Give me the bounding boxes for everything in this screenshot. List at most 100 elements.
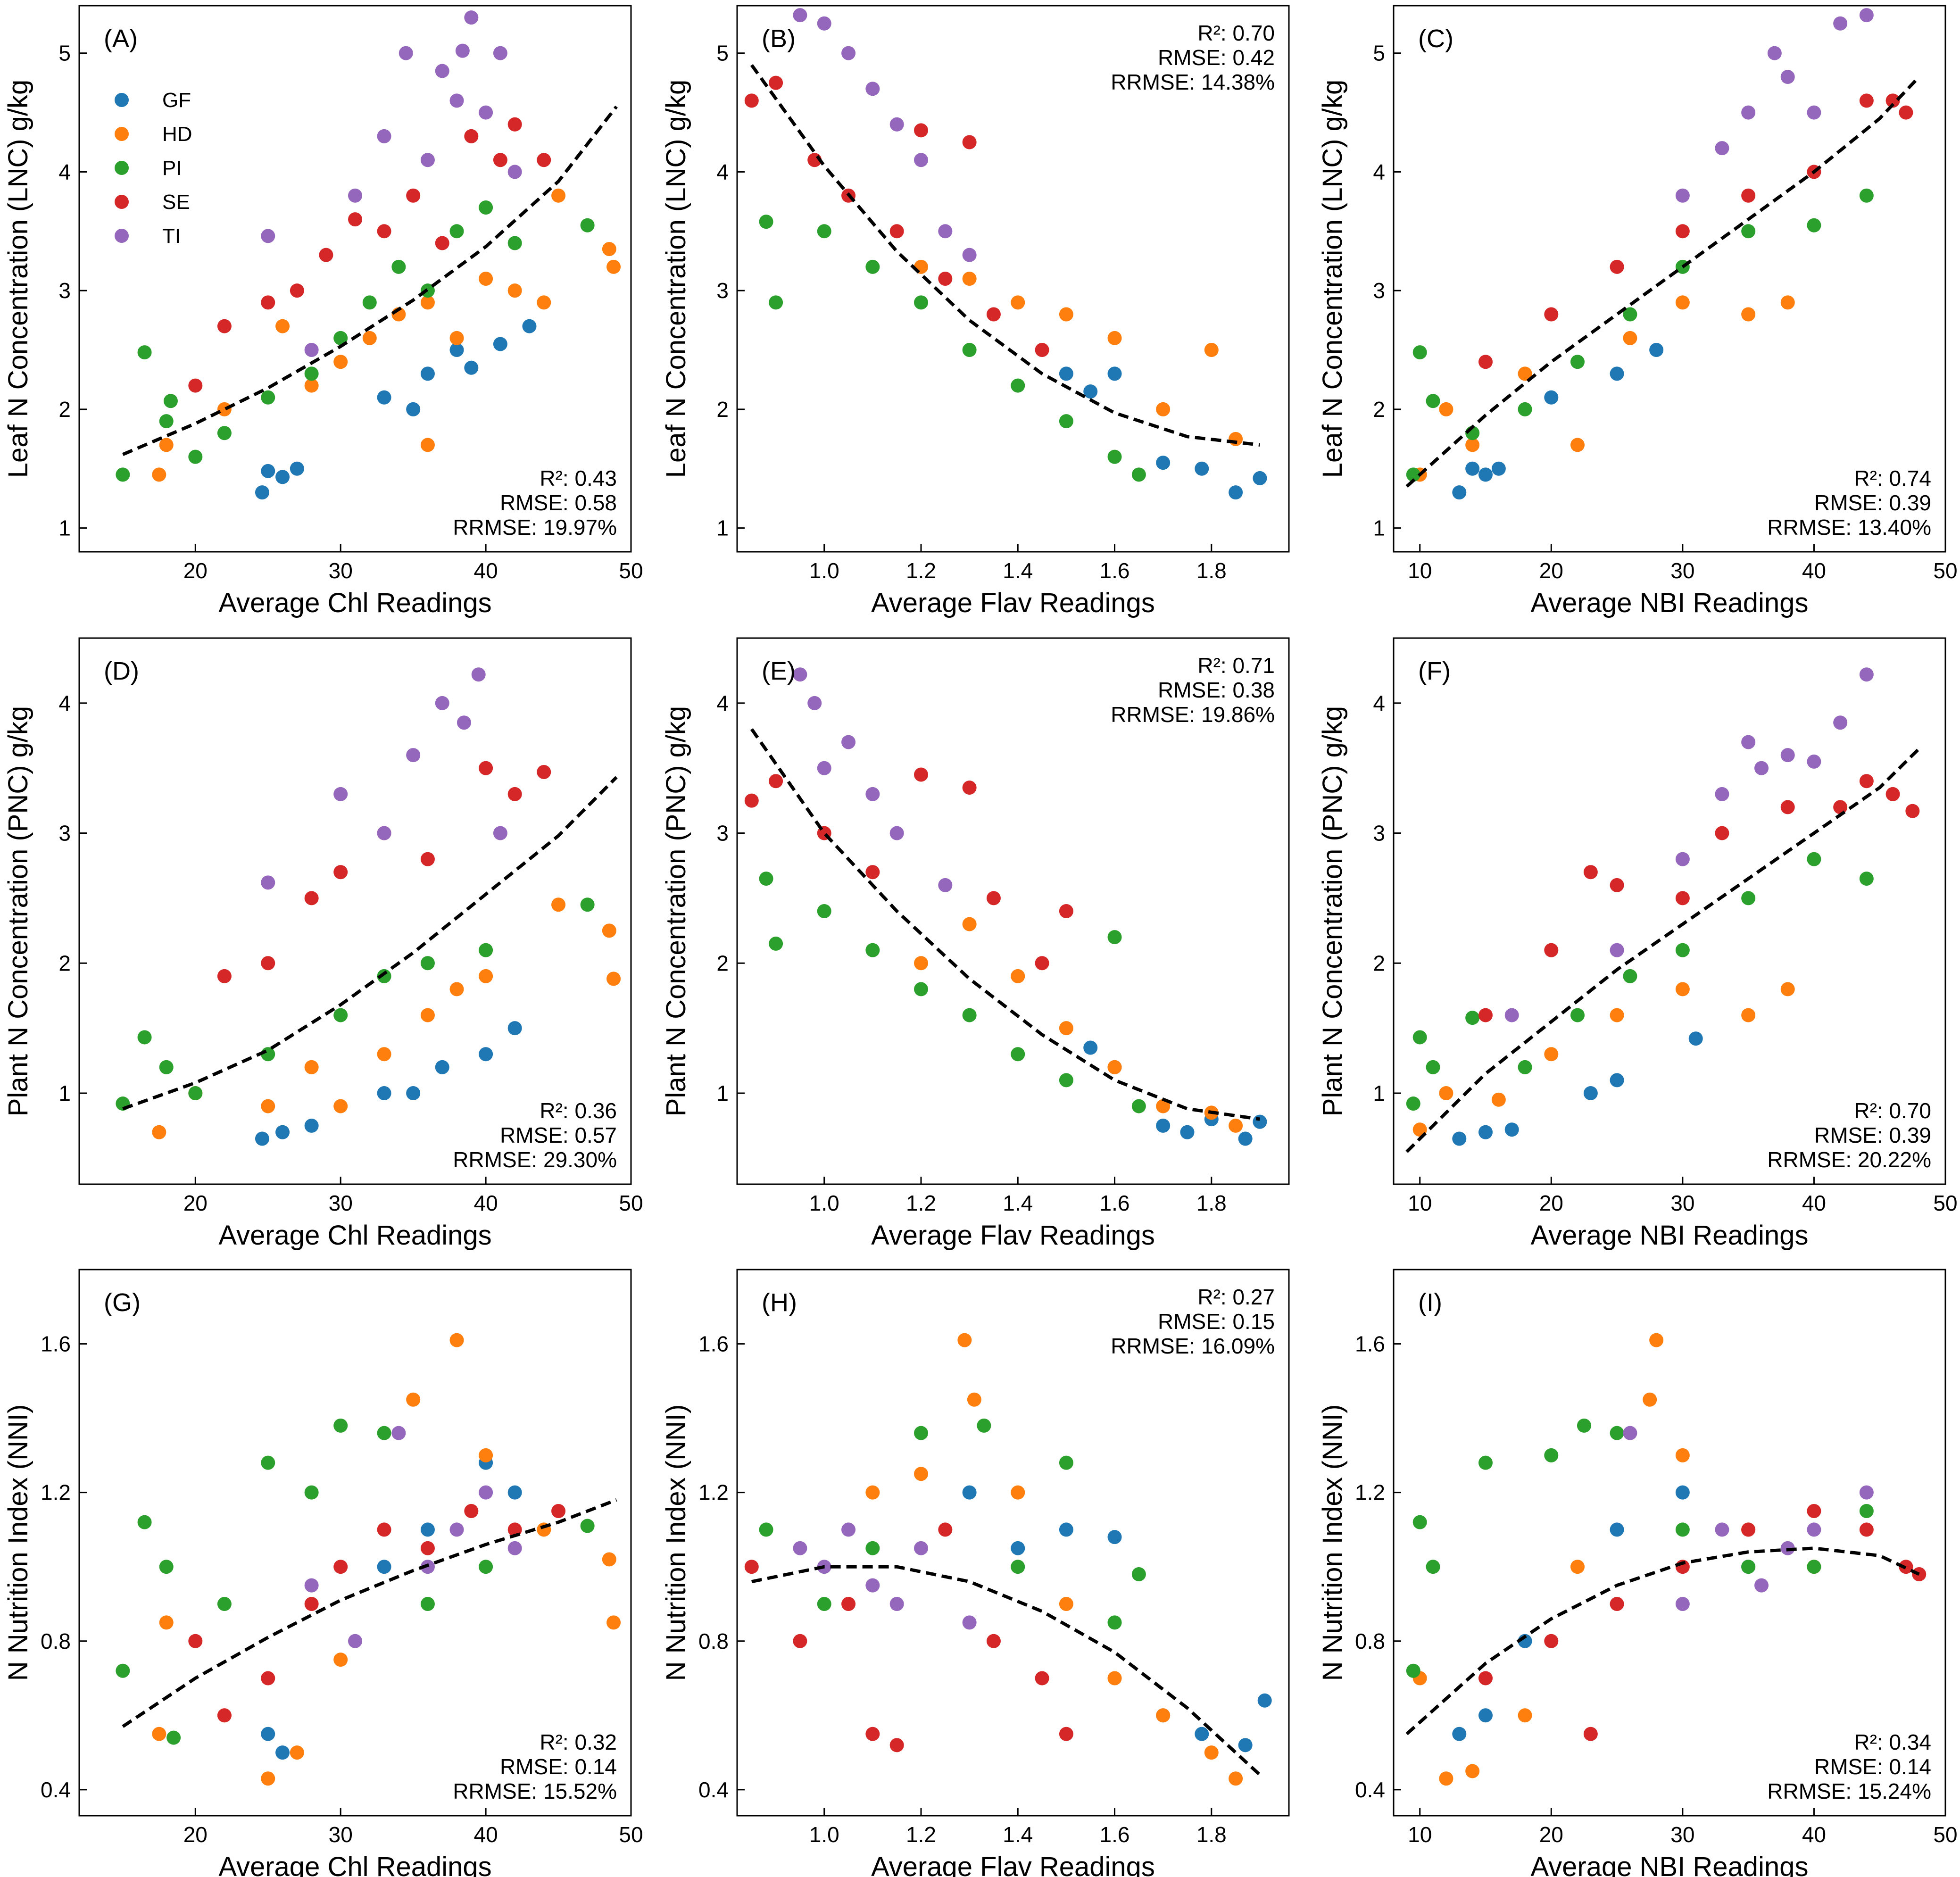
data-point-hd — [449, 331, 464, 345]
data-point-pi — [1107, 1615, 1122, 1630]
data-point-se — [333, 865, 348, 880]
data-point-hd — [377, 1047, 391, 1062]
y-tick-label: 1.2 — [41, 1480, 71, 1505]
y-tick-label: 1 — [1373, 1081, 1385, 1105]
data-point-pi — [759, 1522, 773, 1537]
data-point-hd — [333, 1099, 348, 1113]
data-point-gf — [962, 1485, 977, 1500]
data-point-hd — [551, 897, 566, 912]
data-point-ti — [377, 129, 391, 143]
x-tick-label: 20 — [183, 1822, 208, 1847]
data-point-hd — [1623, 331, 1637, 345]
data-point-pi — [188, 1086, 203, 1100]
data-point-hd — [1204, 1745, 1219, 1760]
y-tick-label: 2 — [716, 397, 729, 422]
x-tick-label: 20 — [183, 558, 208, 583]
data-point-hd — [1491, 1092, 1506, 1107]
data-point-gf — [1156, 456, 1171, 470]
stats-text: RMSE: 0.39 — [1814, 490, 1931, 515]
data-point-pi — [166, 1730, 181, 1745]
data-point-gf — [1107, 366, 1122, 381]
legend-label-hd: HD — [162, 123, 192, 146]
data-point-se — [962, 781, 977, 795]
data-point-pi — [865, 259, 880, 274]
x-tick-label: 30 — [329, 1822, 353, 1847]
data-point-hd — [962, 272, 977, 286]
data-point-hd — [602, 242, 616, 257]
data-point-hd — [449, 1333, 464, 1347]
data-point-ti — [914, 1541, 928, 1555]
plot-frame — [78, 5, 632, 553]
y-tick-label: 0.8 — [698, 1629, 729, 1653]
data-point-se — [1859, 1522, 1874, 1537]
panel-label: (A) — [104, 25, 138, 53]
data-point-pi — [1741, 1560, 1756, 1574]
data-point-gf — [1452, 1131, 1467, 1146]
y-tick-label: 1.2 — [1355, 1480, 1385, 1505]
data-point-gf — [1257, 1693, 1272, 1708]
x-tick-label: 1.2 — [906, 558, 936, 583]
data-point-se — [551, 1504, 566, 1519]
data-point-ti — [304, 343, 319, 357]
data-point-ti — [793, 8, 807, 23]
data-point-hd — [1204, 343, 1219, 357]
data-point-ti — [889, 117, 904, 132]
data-point-ti — [889, 826, 904, 840]
data-point-gf — [507, 1485, 522, 1500]
data-point-gf — [1195, 1727, 1209, 1741]
data-point-gf — [377, 390, 391, 405]
data-point-hd — [1156, 402, 1171, 416]
data-point-pi — [759, 215, 773, 229]
data-point-hd — [1059, 1596, 1073, 1611]
data-point-ti — [464, 10, 479, 25]
data-point-pi — [865, 1541, 880, 1555]
data-point-pi — [304, 1485, 319, 1500]
scatter-points — [116, 667, 621, 1146]
fit-curve — [122, 776, 618, 1111]
data-point-se — [769, 75, 783, 90]
stats-text: R²: 0.32 — [540, 1730, 617, 1754]
panel-7: 20 30 40 50 0.4 0.8 1.2 1.6 Average Chl Readings… — [3, 1269, 643, 1877]
data-point-ti — [507, 1541, 522, 1555]
data-point-pi — [1610, 1426, 1624, 1440]
data-point-hd — [1518, 366, 1532, 381]
data-point-gf — [1452, 485, 1467, 500]
data-point-gf — [479, 1047, 493, 1062]
y-axis-label: Plant N Concentration (PNC) g/kg — [1317, 706, 1348, 1116]
x-tick-label: 1.2 — [906, 1822, 936, 1847]
data-point-pi — [580, 897, 595, 912]
legend-marker-pi — [115, 161, 129, 175]
data-point-pi — [962, 1008, 977, 1022]
data-point-pi — [1570, 1008, 1585, 1022]
x-tick-label: 10 — [1408, 1822, 1432, 1847]
data-point-se — [261, 956, 275, 971]
legend-marker-gf — [115, 93, 129, 107]
data-point-hd — [1465, 438, 1480, 452]
panel-label: (G) — [104, 1288, 141, 1317]
legend-label-ti: TI — [162, 224, 181, 248]
x-tick-label: 1.6 — [1100, 1822, 1130, 1847]
data-point-se — [1741, 188, 1756, 203]
y-tick-label: 1.6 — [698, 1332, 729, 1356]
data-point-se — [914, 767, 928, 782]
data-point-se — [1035, 956, 1049, 971]
data-point-hd — [957, 1333, 972, 1347]
data-point-gf — [377, 1560, 391, 1574]
data-point-pi — [420, 956, 435, 971]
data-point-pi — [1406, 1096, 1420, 1111]
data-point-se — [1478, 1671, 1493, 1686]
data-point-ti — [261, 875, 275, 890]
data-point-pi — [1859, 1504, 1874, 1519]
x-tick-label: 1.6 — [1100, 1191, 1130, 1215]
stats-text: R²: 0.27 — [1197, 1285, 1275, 1309]
data-point-se — [1807, 1504, 1821, 1519]
data-point-hd — [1011, 969, 1025, 983]
x-tick-label: 20 — [1539, 558, 1563, 583]
data-point-se — [938, 1522, 953, 1537]
data-point-pi — [362, 295, 377, 310]
data-point-gf — [1059, 366, 1073, 381]
data-point-se — [1478, 1008, 1493, 1022]
data-point-hd — [420, 295, 435, 310]
data-point-gf — [464, 360, 479, 375]
data-point-hd — [1439, 1771, 1453, 1786]
